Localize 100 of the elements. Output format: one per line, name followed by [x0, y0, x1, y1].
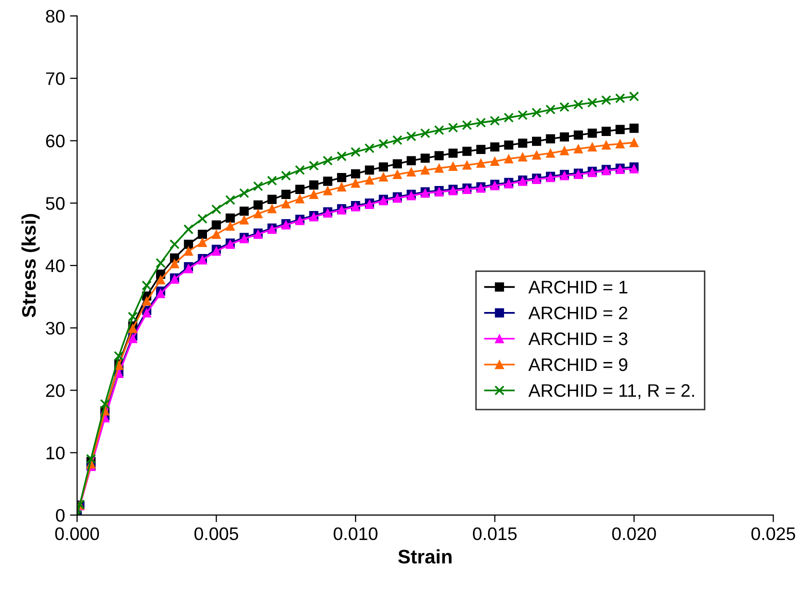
point: [504, 154, 514, 164]
point: [364, 165, 374, 175]
point: [170, 259, 180, 268]
point: [546, 134, 556, 144]
point: [629, 91, 640, 102]
point: [183, 224, 194, 234]
point: [601, 95, 612, 106]
point: [616, 124, 625, 134]
point: [184, 240, 194, 249]
point: [336, 151, 347, 162]
point: [309, 180, 318, 190]
point: [364, 143, 374, 154]
point: [309, 190, 318, 199]
point: [295, 184, 304, 194]
point: [240, 206, 249, 216]
point: [114, 350, 124, 361]
point: [322, 156, 333, 166]
point: [225, 194, 236, 205]
point: [448, 122, 458, 133]
point: [254, 209, 263, 218]
point: [559, 102, 570, 112]
point: [448, 148, 458, 158]
point: [560, 132, 570, 142]
legend-label: ARCHID = 9: [528, 358, 628, 372]
point: [253, 181, 264, 192]
point: [476, 144, 486, 154]
point: [170, 239, 180, 250]
point: [378, 138, 388, 149]
point: [392, 135, 402, 146]
point: [406, 156, 416, 166]
point: [629, 124, 639, 133]
point: [281, 199, 291, 208]
x-tick-label: 0.020: [612, 527, 656, 540]
point: [280, 170, 291, 181]
point: [616, 139, 625, 148]
point: [406, 131, 416, 142]
point: [142, 296, 152, 306]
point: [350, 146, 361, 157]
point: [420, 154, 430, 163]
point: [560, 146, 570, 156]
point: [476, 118, 486, 128]
point: [128, 334, 138, 344]
point: [518, 138, 528, 148]
point: [602, 126, 611, 136]
point: [629, 138, 639, 148]
point: [392, 170, 402, 179]
point: [128, 324, 138, 334]
point: [267, 194, 277, 204]
legend-label: ARCHID = 1: [528, 280, 628, 294]
point: [546, 148, 556, 158]
point: [211, 204, 222, 214]
point: [476, 158, 486, 168]
point: [378, 172, 388, 182]
point: [364, 175, 374, 185]
point: [156, 275, 166, 284]
point: [434, 125, 444, 136]
point: [490, 142, 500, 152]
point: [198, 238, 207, 247]
point: [86, 454, 96, 464]
point: [197, 214, 208, 224]
point: [184, 246, 194, 256]
point: [532, 136, 542, 146]
point: [350, 169, 360, 178]
point: [254, 200, 263, 210]
point: [142, 280, 152, 290]
point: [434, 151, 444, 160]
point: [267, 176, 278, 186]
point: [574, 130, 583, 140]
x-tick-label: 0.000: [55, 527, 99, 540]
legend-label: ARCHID = 11, R = 2.: [528, 384, 694, 400]
point: [212, 220, 221, 230]
y-tick-label: 70: [46, 72, 65, 86]
y-axis-title: Stress (ksi): [22, 214, 40, 318]
x-tick-label: 0.010: [334, 527, 378, 540]
point: [518, 110, 528, 120]
point: [226, 213, 235, 223]
point: [504, 112, 514, 123]
y-tick-label: 0: [56, 509, 65, 522]
point: [490, 116, 500, 126]
point: [337, 172, 346, 182]
point: [240, 215, 249, 225]
x-axis-title: Strain: [398, 549, 452, 564]
y-tick-label: 30: [46, 322, 65, 335]
point: [573, 100, 584, 110]
y-tick-label: 80: [46, 10, 65, 23]
point: [518, 152, 528, 162]
x-tick-label: 0.005: [194, 527, 238, 540]
point: [100, 399, 110, 410]
point: [615, 93, 626, 104]
point: [602, 140, 611, 150]
point: [420, 165, 430, 175]
point: [462, 160, 472, 170]
y-tick-label: 20: [46, 384, 65, 398]
y-tick-label: 50: [46, 197, 65, 210]
point: [128, 312, 138, 322]
point: [420, 128, 430, 138]
point: [308, 160, 319, 171]
point: [462, 146, 472, 156]
point: [350, 178, 360, 188]
legend-label: ARCHID = 3: [528, 332, 628, 346]
